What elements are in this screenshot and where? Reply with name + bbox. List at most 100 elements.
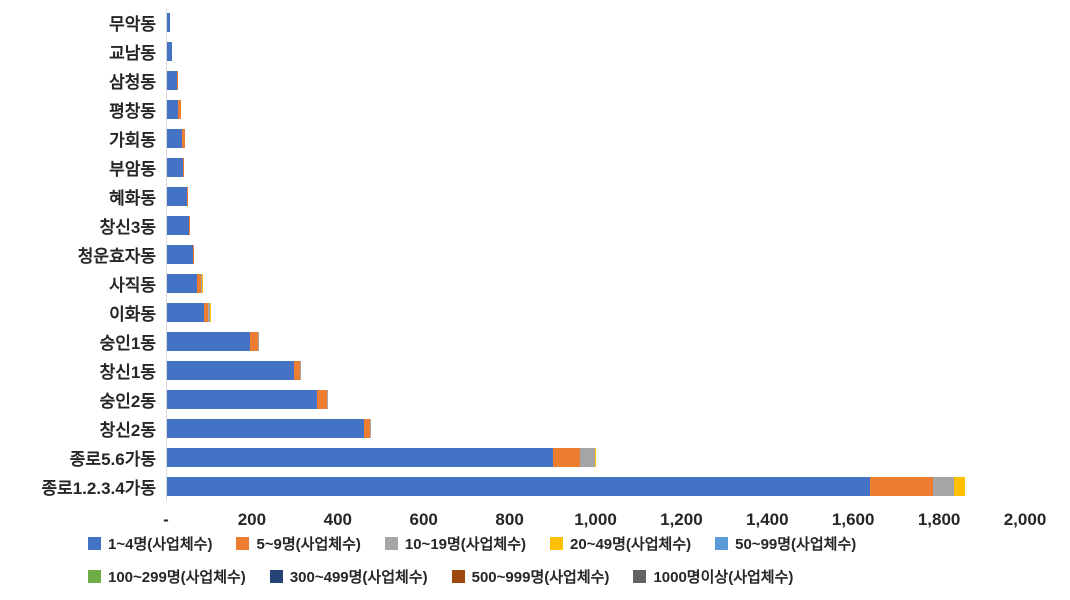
legend-item: 100~299명(사업체수): [88, 566, 246, 587]
bar-segment: [202, 274, 203, 293]
chart-row: 숭인2동: [0, 385, 1070, 414]
bar-segment: [166, 361, 294, 380]
category-label: 삼청동: [109, 73, 156, 92]
x-tick-label: 400: [323, 510, 352, 529]
bar-segment: [177, 71, 179, 90]
category-label: 창신1동: [99, 363, 156, 382]
bar-segment: [166, 13, 171, 32]
bar-segment: [299, 361, 301, 380]
category-label: 혜화동: [109, 189, 156, 208]
x-tick-label: 1,200: [660, 510, 703, 529]
bar-track: [166, 419, 1025, 438]
x-tick-label: -: [163, 510, 169, 529]
chart-row: 숭인1동: [0, 327, 1070, 356]
bar-track: [166, 71, 1025, 90]
category-label: 종로1.2.3.4가동: [41, 479, 156, 498]
bar-segment: [178, 100, 182, 119]
category-label: 창신3동: [99, 218, 156, 237]
legend-row: 100~299명(사업체수) 300~499명(사업체수) 500~999명(사업체…: [88, 566, 1070, 587]
bar-segment: [166, 448, 553, 467]
bar-segment: [208, 303, 210, 322]
legend-item: 1~4명(사업체수): [88, 533, 212, 554]
legend-label: 1~4명(사업체수): [108, 536, 213, 553]
bar-segment: [196, 274, 202, 293]
bar-segment: [209, 303, 212, 322]
legend-item: 500~999명(사업체수): [451, 566, 610, 587]
chart-row: 종로1.2.3.4가동: [0, 472, 1070, 501]
bar-segment: [363, 419, 370, 438]
x-tick-label: 1,400: [746, 510, 789, 529]
category-label: 숭인1동: [99, 334, 156, 353]
legend-row: 1~4명(사업체수) 5~9명(사업체수) 10~19명(사업체수) 20~49명(사…: [88, 533, 1070, 554]
chart-row: 사직동: [0, 269, 1070, 298]
bar-track: [166, 13, 1025, 32]
bar-segment: [166, 129, 183, 148]
bar-segment: [166, 187, 187, 206]
x-tick-label: 600: [409, 510, 438, 529]
bar-segment: [183, 158, 185, 177]
category-label: 종로5.6가동: [69, 450, 156, 469]
bar-segment: [166, 274, 197, 293]
bar-segment: [870, 477, 933, 496]
bar-track: [166, 477, 1025, 496]
legend-swatch-icon: [236, 537, 250, 550]
legend-label: 500~999명(사업체수): [471, 569, 610, 586]
bar-track: [166, 216, 1025, 235]
legend-swatch-icon: [715, 537, 729, 550]
legend-label: 10~19명(사업체수): [404, 536, 526, 553]
bar-segment: [369, 419, 371, 438]
legend-swatch-icon: [633, 570, 647, 583]
bar-segment: [166, 158, 184, 177]
bar-segment: [249, 332, 259, 351]
bar-segment: [166, 100, 179, 119]
legend-swatch-icon: [88, 570, 101, 583]
legend-label: 100~299명(사업체수): [108, 569, 246, 586]
x-tick-label: 1,000: [574, 510, 617, 529]
category-label: 평창동: [109, 102, 156, 121]
bar-segment: [186, 187, 188, 206]
chart-row: 혜화동: [0, 182, 1070, 211]
chart-row: 종로5.6가동: [0, 443, 1070, 472]
bar-segment: [552, 448, 581, 467]
legend-item: 20~49명(사업체수): [550, 533, 691, 554]
legend-swatch-icon: [550, 537, 563, 550]
category-label: 사직동: [109, 276, 156, 295]
x-tick-label: 200: [237, 510, 267, 529]
bar-track: [166, 129, 1025, 148]
chart-row: 창신3동: [0, 211, 1070, 240]
legend-label: 5~9명(사업체수): [256, 536, 361, 553]
legend-item: 300~499명(사업체수): [269, 566, 428, 587]
bar-segment: [192, 245, 194, 264]
bar-track: [166, 100, 1025, 119]
chart-row: 무악동: [0, 8, 1070, 37]
bar-segment: [166, 216, 189, 235]
legend-label: 20~49명(사업체수): [570, 536, 692, 553]
bar-segment: [188, 216, 191, 235]
category-label: 교남동: [109, 44, 156, 63]
bar-segment: [166, 477, 871, 496]
bar-segment: [182, 129, 185, 148]
value-axis-line: [166, 8, 167, 501]
legend-swatch-icon: [269, 570, 283, 583]
legend-item: 10~19명(사업체수): [384, 533, 526, 554]
chart-row: 이화동: [0, 298, 1070, 327]
category-label: 가회동: [109, 131, 156, 150]
bar-segment: [203, 303, 209, 322]
bar-track: [166, 332, 1025, 351]
legend-item: 50~99명(사업체수): [715, 533, 856, 554]
bar-track: [166, 42, 1025, 61]
bar-segment: [166, 71, 178, 90]
bar-segment: [166, 419, 364, 438]
legend-swatch-icon: [384, 537, 398, 550]
bar-segment: [326, 390, 328, 409]
bar-track: [166, 361, 1025, 380]
chart-row: 부암동: [0, 153, 1070, 182]
category-label: 무악동: [109, 15, 156, 34]
bar-track: [166, 274, 1025, 293]
legend-label: 50~99명(사업체수): [735, 536, 857, 553]
category-label: 청운효자동: [77, 247, 156, 266]
chart-row: 가회동: [0, 124, 1070, 153]
chart-row: 삼청동: [0, 66, 1070, 95]
